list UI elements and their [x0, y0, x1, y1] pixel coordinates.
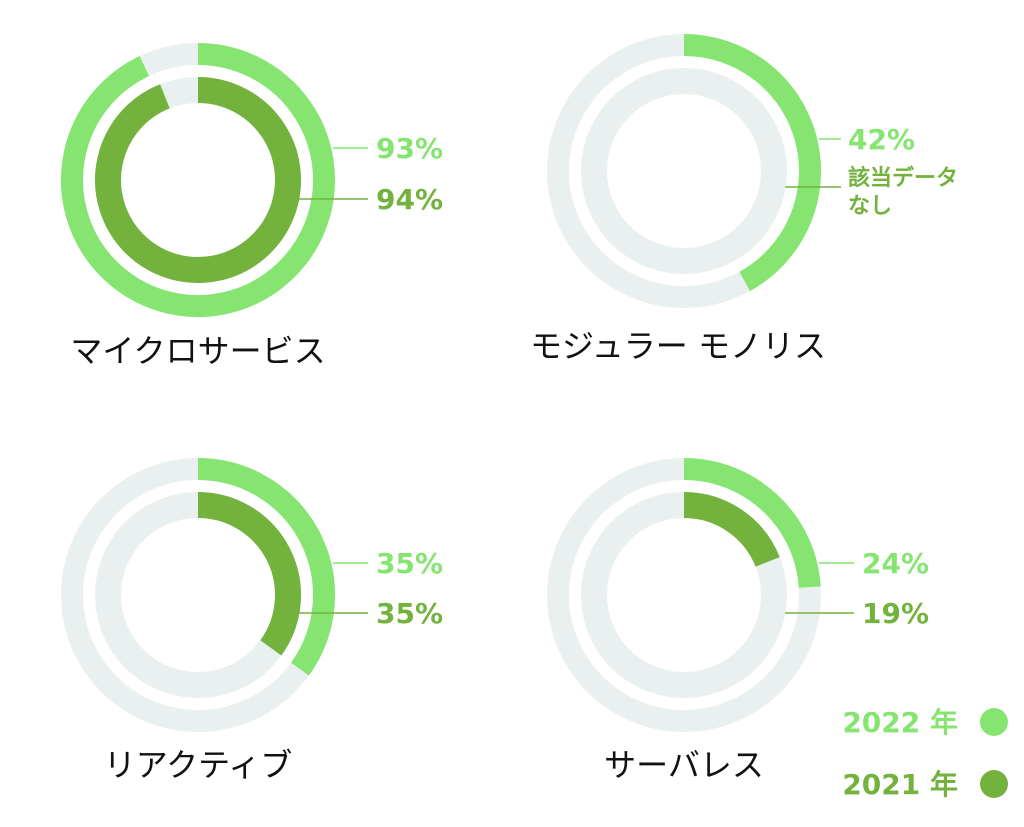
chart-title: リアクティブ	[104, 746, 292, 784]
arc-2022	[683, 458, 821, 588]
arc-2022	[61, 43, 335, 317]
legend-item: 2021 年	[842, 768, 1008, 801]
value-label: 19%	[862, 597, 929, 630]
donut-panel: 24% 19% サーバレス	[547, 458, 929, 784]
value-label: 93%	[376, 132, 443, 165]
chart-title: マイクロサービス	[70, 332, 325, 370]
legend-label: 2021 年	[842, 768, 958, 801]
value-label: 24%	[862, 547, 929, 580]
value-label: 35%	[376, 597, 443, 630]
legend-item: 2022 年	[842, 706, 1008, 739]
value-label: 94%	[376, 183, 443, 216]
arc-2021	[197, 492, 301, 656]
arc-2022	[197, 458, 335, 676]
chart-title: モジュラー モノリス	[530, 327, 826, 365]
legend-swatch	[980, 708, 1008, 736]
donut-panel: 35% 35% リアクティブ	[61, 458, 443, 784]
arc-2021	[683, 492, 780, 568]
arc-2022	[683, 34, 821, 292]
chart-title: サーバレス	[604, 746, 764, 784]
legend-swatch	[980, 770, 1008, 798]
value-label: 42%	[848, 123, 915, 156]
legend-label: 2022 年	[842, 706, 958, 739]
arc-2021	[95, 77, 301, 283]
value-label: 35%	[376, 547, 443, 580]
donut-panel: 93% 94% マイクロサービス	[61, 43, 443, 370]
value-label: 該当データなし	[848, 165, 958, 219]
ring-track	[581, 68, 787, 274]
